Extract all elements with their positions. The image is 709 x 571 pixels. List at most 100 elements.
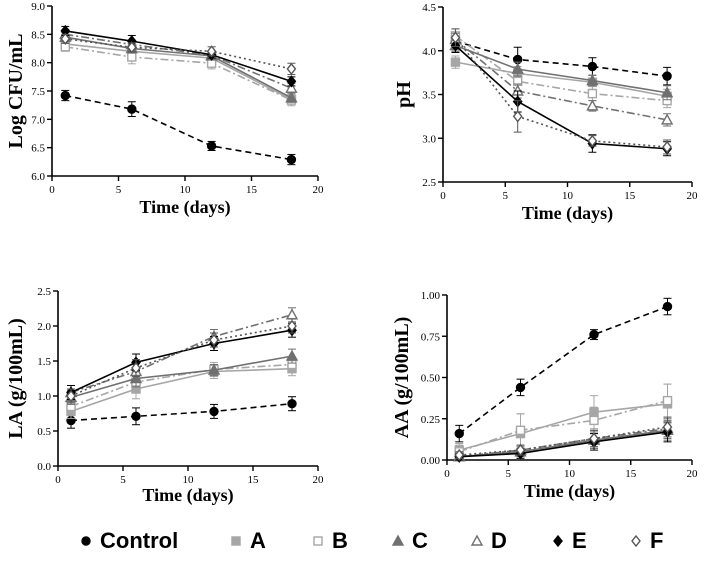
x-tick-label: 0 (440, 190, 446, 202)
y-axis-label: pH (393, 81, 415, 108)
chart-panel-top-right: 0 5 10 15 20 2.5 3.0 3.5 4.0 4.5 Time (days) pH (393, 2, 698, 224)
data-point (286, 62, 297, 76)
series-line (70, 314, 293, 394)
y-tick-label: 0.0 (37, 461, 51, 473)
legend-label: E (572, 528, 587, 553)
x-tick-label: 5 (120, 474, 126, 486)
legend-marker (553, 534, 563, 548)
x-axis-label: Time (days) (524, 481, 615, 502)
series-a (66, 361, 297, 419)
data-point (589, 432, 599, 445)
data-point (287, 399, 297, 409)
data-point (66, 389, 76, 403)
x-tick-label: 10 (564, 468, 576, 480)
data-point (587, 88, 598, 99)
y-tick-label: 3.0 (422, 133, 436, 145)
series-line (65, 30, 292, 83)
x-tick-label: 10 (562, 190, 574, 202)
legend: Control A B C D E F (81, 528, 663, 553)
y-tick-label: 1.5 (37, 356, 51, 368)
series-c (64, 348, 299, 405)
y-tick-label: 7.0 (31, 114, 45, 126)
y-tick-label: 9.0 (31, 1, 45, 13)
legend-label: C (412, 528, 428, 553)
data-point (131, 411, 141, 421)
x-tick-label: 0 (444, 468, 450, 480)
data-point (512, 110, 523, 123)
series-b (66, 357, 297, 414)
y-tick-label: 7.5 (31, 86, 45, 98)
series-line (65, 94, 292, 161)
y-tick-label: 1.0 (37, 391, 51, 403)
series-line (70, 367, 293, 413)
data-point (286, 75, 297, 88)
data-point (209, 333, 219, 347)
chart-panel-bottom-left: 0 5 10 15 20 0.0 0.5 1.0 1.5 2.0 2.5 Time (days) LA … (5, 286, 324, 506)
series-control (60, 89, 297, 166)
series-line (65, 43, 292, 101)
x-tick-label: 15 (248, 474, 260, 486)
data-point (660, 113, 674, 125)
series-line (458, 399, 668, 453)
data-point (515, 425, 526, 435)
y-tick-label: 0.50 (421, 373, 441, 385)
x-axis-label: Time (days) (522, 203, 613, 224)
legend-marker (313, 536, 323, 546)
data-point (662, 71, 672, 81)
series-line (459, 431, 668, 458)
data-point (285, 81, 298, 93)
x-tick-label: 5 (503, 190, 509, 202)
data-point (127, 52, 137, 62)
x-tick-label: 0 (55, 474, 61, 486)
series-e (60, 24, 297, 88)
y-tick-label: 1.00 (421, 290, 441, 302)
data-point (287, 319, 297, 333)
x-tick-label: 10 (183, 474, 195, 486)
data-point (454, 448, 465, 462)
x-tick-label: 15 (246, 184, 258, 196)
data-point (207, 363, 221, 375)
x-tick-label: 10 (180, 184, 192, 196)
series-line (454, 35, 668, 102)
series-line (65, 33, 292, 89)
legend-item-d: D (470, 528, 507, 553)
y-tick-label: 0.75 (421, 331, 441, 343)
x-axis-label: Time (days) (142, 485, 233, 506)
series-line (459, 427, 668, 458)
data-point (60, 90, 71, 101)
data-point (450, 31, 461, 44)
data-point (660, 86, 674, 98)
legend-item-c: C (391, 528, 428, 553)
y-axis-label: Log CFU/mL (5, 34, 27, 149)
data-point (131, 361, 141, 375)
data-point (285, 308, 299, 320)
series-f (66, 318, 297, 404)
x-axis-label: Time (days) (139, 197, 230, 218)
series-control (66, 396, 297, 429)
x-tick-label: 5 (116, 184, 122, 196)
legend-marker (231, 536, 241, 546)
legend-item-e: E (553, 528, 587, 553)
y-tick-label: 0.25 (421, 414, 441, 426)
series-control (450, 31, 672, 86)
x-tick-label: 5 (506, 468, 512, 480)
legend-marker (631, 534, 641, 548)
y-tick-label: 8.0 (31, 58, 45, 70)
series-line (70, 329, 293, 394)
y-tick-label: 0.5 (37, 426, 51, 438)
legend-item-f: F (631, 528, 663, 553)
chart-panel-top-left: 0 5 10 15 20 6.0 6.5 7.0 7.5 8.0 8.5 9.0 Time (days)… (5, 1, 324, 218)
series-d (449, 32, 674, 127)
legend-marker (391, 534, 405, 546)
legend-item-a: A (231, 528, 266, 553)
data-point (586, 74, 599, 86)
y-tick-label: 2.5 (37, 286, 51, 298)
series-b (450, 28, 672, 109)
data-point (662, 301, 673, 312)
data-point (589, 415, 599, 426)
data-point (587, 61, 598, 72)
y-tick-label: 3.5 (422, 90, 436, 102)
legend-marker (81, 536, 91, 546)
x-tick-label: 15 (625, 468, 637, 480)
data-point (60, 32, 71, 45)
